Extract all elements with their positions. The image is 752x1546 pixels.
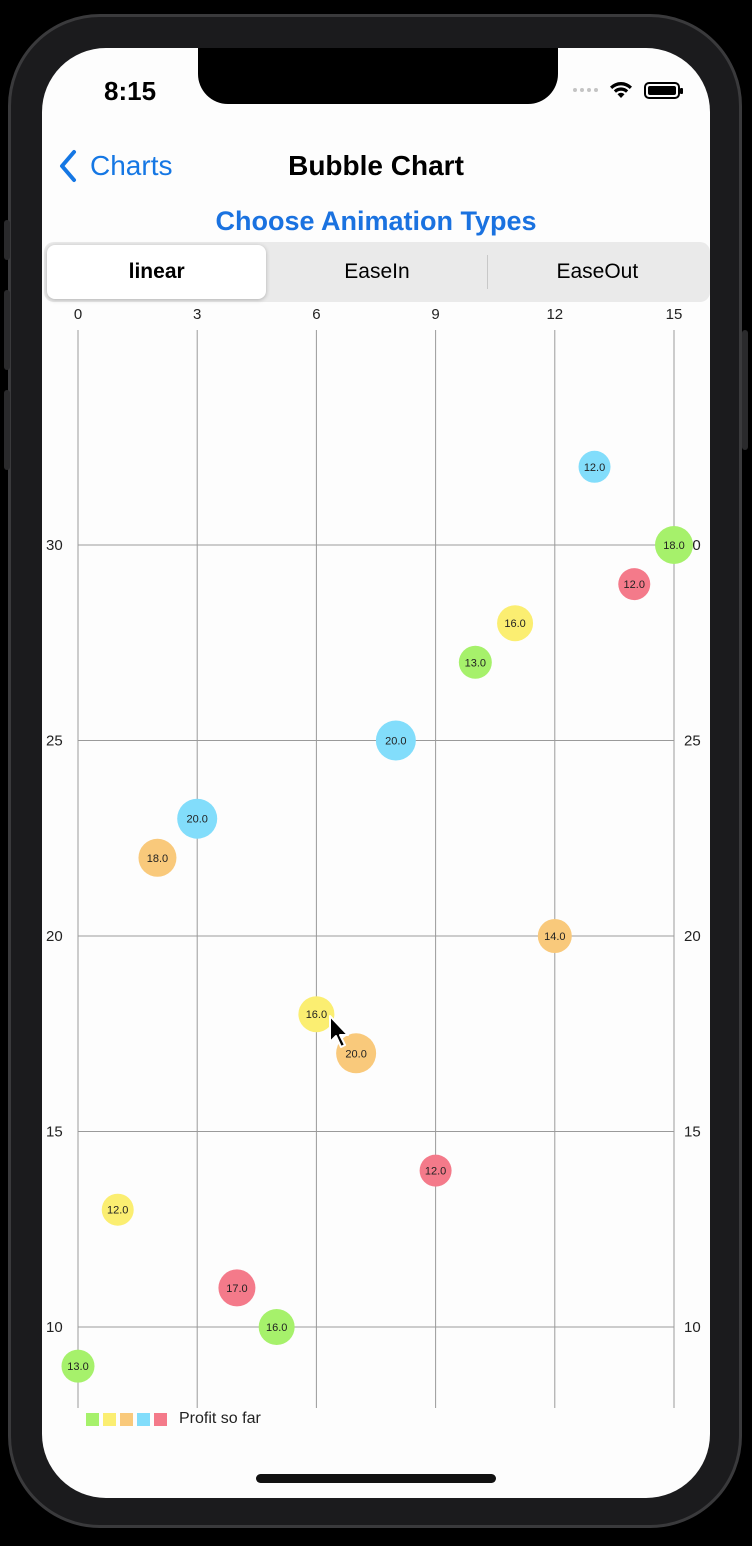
volume-down-button — [4, 390, 10, 470]
y-tick-label-left: 10 — [46, 1319, 63, 1336]
bubble — [218, 1269, 256, 1307]
home-indicator[interactable] — [256, 1474, 496, 1483]
bubble-data-label: 17.0 — [226, 1283, 247, 1295]
legend-swatch-orange — [120, 1412, 133, 1426]
x-tick-label: 3 — [193, 306, 201, 323]
segment-linear[interactable]: linear — [47, 245, 267, 299]
bubble-data-label: 14.0 — [544, 931, 565, 943]
x-tick-label: 15 — [666, 306, 683, 323]
navigation-bar: Charts Bubble Chart — [42, 140, 710, 192]
bubble — [138, 838, 177, 877]
bubble-data-label: 20.0 — [385, 736, 406, 748]
bubble-data-label: 20.0 — [345, 1048, 366, 1060]
y-tick-label-left: 20 — [46, 928, 63, 945]
bubble — [177, 798, 218, 839]
legend-swatch-yellow — [103, 1412, 116, 1426]
bubble — [578, 450, 611, 483]
legend-swatch-green — [86, 1412, 99, 1426]
silent-switch — [4, 220, 10, 260]
section-title: Choose Animation Types — [215, 206, 537, 236]
device-screen: 8:15 Charts Bubble Chart Choose Animatio… — [42, 48, 710, 1498]
bubble-data-label: 12.0 — [425, 1166, 446, 1178]
bubble-data-label: 20.0 — [186, 814, 207, 826]
segment-easeout[interactable]: EaseOut — [556, 260, 639, 283]
bubble-data-label: 12.0 — [584, 462, 605, 474]
segment-divider — [486, 255, 488, 289]
bubble — [618, 568, 651, 601]
chart-legend: Profit so far — [86, 1410, 261, 1428]
signal-icon — [573, 88, 598, 92]
legend-label: Profit so far — [179, 1410, 261, 1427]
bubble-data-label: 16.0 — [504, 618, 525, 630]
x-tick-label: 0 — [74, 306, 82, 323]
x-tick-label: 12 — [546, 306, 563, 323]
bubble — [61, 1349, 95, 1383]
bubble-data-label: 18.0 — [147, 853, 168, 865]
bubble — [419, 1154, 452, 1187]
bubble — [258, 1309, 295, 1345]
x-tick-label: 9 — [431, 306, 439, 323]
y-tick-label-left: 15 — [46, 1124, 63, 1141]
back-button[interactable]: Charts — [54, 148, 172, 184]
bubble — [298, 996, 335, 1033]
chevron-left-icon — [60, 150, 76, 182]
y-tick-label-right: 25 — [684, 733, 701, 750]
bubble-data-label: 18.0 — [663, 540, 684, 552]
bubble — [655, 526, 693, 564]
y-tick-label-right: 10 — [684, 1319, 701, 1336]
animation-type-selector: linear EaseIn EaseOut — [44, 242, 710, 302]
y-tick-label-right: 15 — [684, 1124, 701, 1141]
bubble-data-label: 12.0 — [107, 1205, 128, 1217]
y-tick-label-left: 25 — [46, 733, 63, 750]
wifi-icon — [610, 82, 632, 98]
bubble-data-label: 12.0 — [624, 579, 645, 591]
page-title: Bubble Chart — [288, 150, 464, 181]
bubble-data-label: 13.0 — [67, 1361, 88, 1373]
legend-swatch-blue — [137, 1412, 150, 1426]
bubble — [336, 1033, 377, 1074]
bubble — [537, 919, 572, 953]
power-button — [742, 330, 748, 450]
segment-easein[interactable]: EaseIn — [344, 260, 410, 283]
bubble — [375, 720, 416, 761]
notch — [198, 48, 558, 104]
bubble-chart: 036912151010151520202525303013.012.018.0… — [46, 306, 701, 1408]
bubble-data-label: 16.0 — [266, 1322, 287, 1334]
volume-up-button — [4, 290, 10, 370]
mouse-pointer-icon — [329, 1015, 349, 1048]
status-icons — [573, 80, 683, 100]
bubble — [101, 1193, 134, 1226]
bubble — [497, 605, 534, 642]
legend-swatch-red — [154, 1412, 167, 1426]
y-tick-label-left: 30 — [46, 537, 63, 554]
x-tick-label: 6 — [312, 306, 320, 323]
battery-icon — [644, 81, 683, 99]
back-label: Charts — [90, 150, 173, 181]
bubble-data-label: 16.0 — [306, 1009, 327, 1021]
bubble — [458, 645, 492, 679]
y-tick-label-right: 20 — [684, 928, 701, 945]
bubble-data-label: 13.0 — [465, 657, 486, 669]
status-time: 8:15 — [104, 76, 157, 106]
